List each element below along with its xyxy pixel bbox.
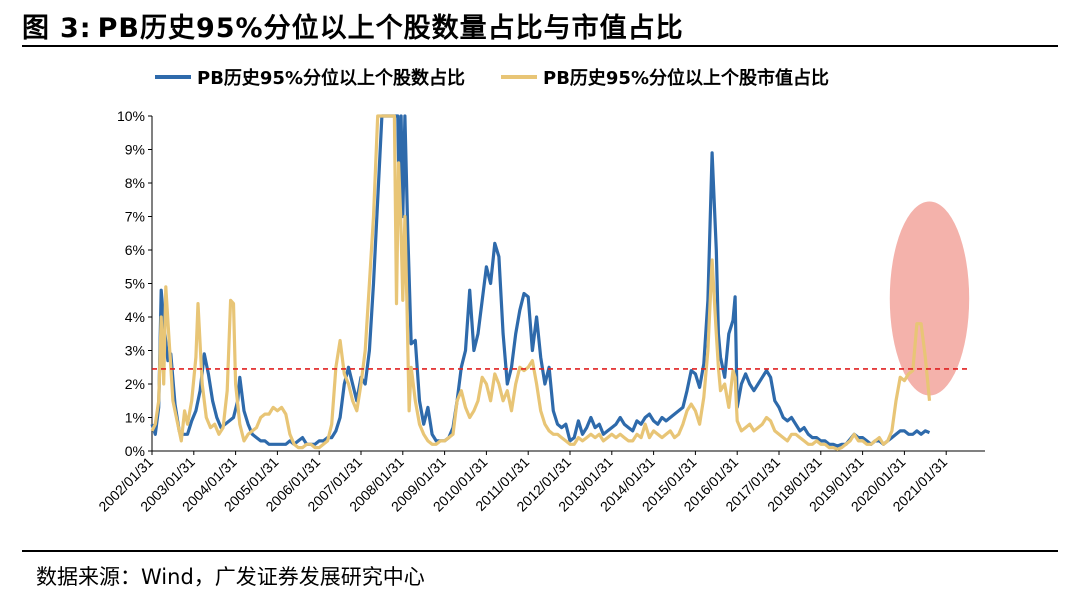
figure-title-text: PB历史95%分位以上个股数量占比与市值占比 [97, 13, 684, 44]
top-rule [22, 45, 1058, 47]
legend-item-count: PB历史95%分位以上个股数占比 [155, 64, 465, 90]
y-tick-label: 7% [125, 209, 145, 225]
series-line-marketcap [150, 114, 932, 451]
highlight-ellipse [889, 201, 970, 396]
y-tick-label: 10% [117, 108, 145, 124]
y-tick-label: 3% [125, 343, 145, 359]
y-tick-label: 4% [125, 309, 145, 325]
legend-label-marketcap: PB历史95%分位以上个股市值占比 [543, 68, 829, 89]
y-tick-label: 0% [125, 443, 145, 459]
legend-label-count: PB历史95%分位以上个股数占比 [197, 68, 465, 89]
chart-legend: PB历史95%分位以上个股数占比 PB历史95%分位以上个股市值占比 [155, 64, 865, 90]
figure-number: 3: [60, 13, 92, 44]
legend-swatch-marketcap [501, 75, 537, 79]
y-tick-label: 5% [125, 276, 145, 292]
figure-label: 图 [22, 13, 50, 44]
legend-item-marketcap: PB历史95%分位以上个股市值占比 [501, 64, 829, 90]
y-tick-label: 8% [125, 175, 145, 191]
y-tick-label: 2% [125, 376, 145, 392]
y-tick-label: 6% [125, 242, 145, 258]
y-tick-label: 9% [125, 142, 145, 158]
legend-swatch-count [155, 75, 191, 79]
source-note: 数据来源：Wind，广发证券发展研究中心 [36, 565, 425, 589]
figure-title: 图 3: PB历史95%分位以上个股数量占比与市值占比 [22, 6, 684, 45]
y-tick-label: 1% [125, 410, 145, 426]
bottom-rule [22, 550, 1058, 552]
series-line-count [150, 114, 931, 448]
